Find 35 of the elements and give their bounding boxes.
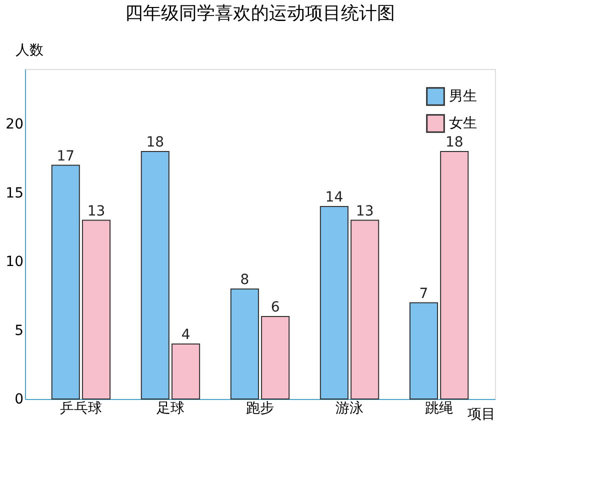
x-axis-title: 项目 (468, 406, 496, 422)
x-tick-label: 跳绳 (425, 400, 454, 416)
data-label: 17 (56, 148, 75, 164)
x-tick-label: 乒乓球 (60, 400, 102, 416)
data-label: 18 (445, 134, 464, 150)
y-axis-title: 人数 (16, 42, 44, 58)
y-tick-label: 15 (6, 185, 24, 202)
bar (350, 220, 380, 400)
data-label: 13 (87, 203, 106, 220)
bar (140, 151, 170, 400)
x-tick-label: 游泳 (336, 400, 364, 416)
x-tick-label: 足球 (156, 400, 184, 416)
bar (230, 288, 259, 400)
bar (172, 344, 200, 400)
y-tick-label: 5 (14, 322, 24, 339)
bar (320, 206, 348, 400)
data-label: 13 (356, 203, 374, 220)
chart-title: 四年级同学喜欢的运动项目统计图 (125, 3, 395, 24)
x-tick-label: 跑步 (246, 400, 274, 416)
data-label: 7 (419, 286, 428, 302)
data-label: 4 (181, 327, 190, 343)
data-label: 6 (270, 300, 280, 316)
bar (409, 302, 438, 400)
data-label: 8 (240, 272, 250, 288)
data-label: 14 (325, 190, 344, 206)
y-tick-label: 0 (14, 392, 24, 408)
legend-label: 女生 (449, 116, 477, 132)
bar (440, 151, 469, 400)
y-tick-label: 10 (6, 254, 24, 270)
bar (51, 164, 80, 400)
legend-label: 男生 (449, 88, 477, 104)
data-label: 18 (146, 134, 164, 150)
y-tick-label: 20 (6, 116, 24, 132)
bar (82, 220, 111, 400)
bar (261, 316, 290, 400)
